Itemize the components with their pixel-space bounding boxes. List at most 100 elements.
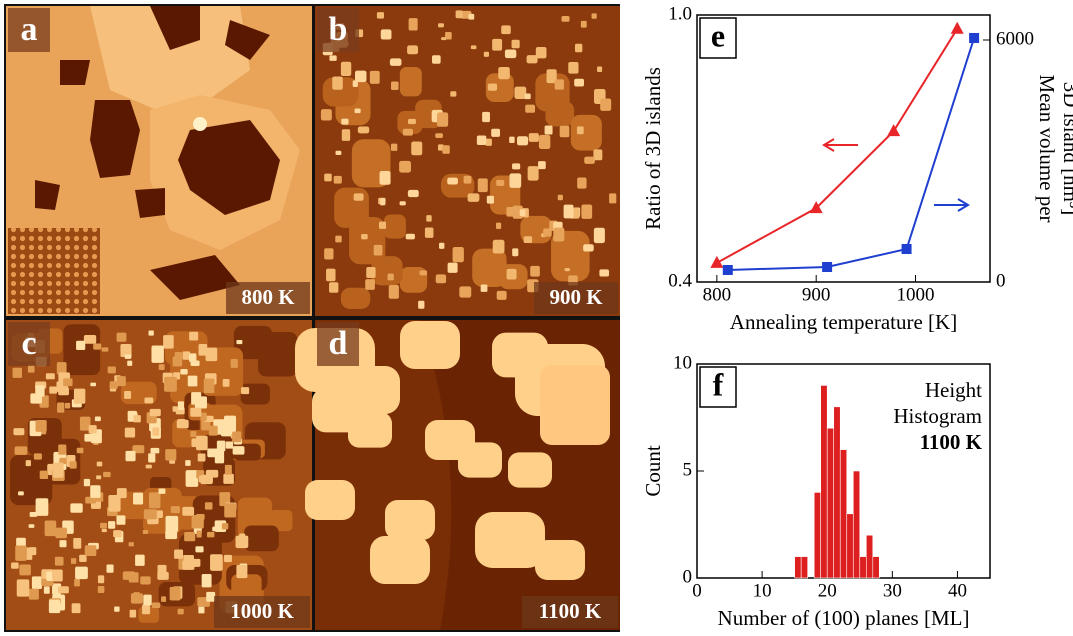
island	[348, 412, 392, 447]
island	[84, 335, 96, 344]
island	[124, 391, 131, 399]
annotation: Height	[925, 378, 982, 402]
island	[53, 463, 64, 478]
island	[406, 234, 415, 240]
island	[57, 603, 63, 609]
island	[326, 269, 335, 282]
island	[438, 23, 444, 27]
island	[19, 565, 30, 576]
x-tick-label: 800	[703, 284, 732, 305]
island	[571, 115, 602, 151]
island	[535, 540, 585, 580]
island	[224, 555, 232, 562]
y-tick-label: 1.0	[668, 3, 692, 24]
island	[409, 18, 418, 30]
island	[200, 475, 212, 484]
island	[540, 365, 610, 445]
island	[497, 291, 507, 300]
island	[135, 555, 145, 566]
island	[324, 248, 333, 259]
temperature-caption: 1000 K	[230, 599, 294, 623]
island	[159, 364, 165, 370]
island	[525, 105, 535, 113]
island	[212, 527, 219, 532]
temperature-caption: 900 K	[549, 285, 603, 309]
island	[426, 215, 431, 221]
island	[85, 545, 97, 556]
bar	[795, 557, 802, 578]
island	[459, 286, 471, 297]
island	[195, 546, 203, 552]
arrow	[934, 199, 968, 211]
island	[342, 129, 350, 141]
y-tick-label: 0	[683, 566, 693, 587]
island	[458, 442, 502, 477]
island	[191, 360, 200, 365]
island	[581, 21, 587, 28]
island	[505, 49, 516, 58]
island	[65, 403, 70, 409]
island	[117, 333, 127, 342]
island	[231, 359, 238, 368]
island	[152, 603, 160, 609]
island	[174, 550, 183, 559]
island	[597, 67, 602, 72]
island	[583, 244, 594, 251]
island	[150, 409, 161, 416]
figure: a800 Kb900 Kc1000 Kd1100 K80090010000.41…	[0, 0, 1073, 636]
island	[79, 555, 86, 562]
island	[125, 451, 135, 461]
island	[450, 91, 456, 96]
island	[108, 495, 120, 512]
island	[130, 610, 137, 618]
y-tick-label: 0.4	[668, 270, 692, 291]
island	[512, 248, 518, 256]
y2-axis-title: Mean volume per	[1035, 74, 1059, 222]
island	[324, 174, 332, 182]
panel-label: b	[329, 11, 348, 48]
bar	[821, 385, 828, 578]
island	[477, 135, 486, 144]
island	[507, 269, 517, 280]
island	[528, 166, 539, 180]
island	[113, 530, 121, 537]
island	[125, 428, 135, 438]
island	[17, 579, 30, 596]
island	[374, 245, 383, 256]
island	[514, 87, 526, 99]
island	[150, 448, 159, 454]
island	[545, 125, 553, 134]
island	[377, 12, 384, 19]
island	[192, 515, 204, 529]
island	[29, 589, 39, 600]
island	[72, 603, 81, 613]
island	[49, 386, 57, 393]
island	[527, 55, 538, 63]
island	[388, 274, 394, 281]
island	[202, 574, 212, 587]
island	[380, 198, 385, 205]
island	[609, 193, 616, 203]
island	[517, 136, 528, 145]
island	[206, 592, 215, 602]
island	[543, 229, 551, 237]
island	[529, 133, 539, 142]
island	[77, 448, 84, 453]
island	[538, 161, 546, 169]
bar	[873, 557, 880, 578]
island	[241, 387, 249, 394]
island	[103, 472, 111, 477]
bar	[866, 535, 873, 578]
panel-label: f	[713, 366, 724, 402]
island	[129, 542, 134, 546]
island	[584, 157, 595, 164]
bar	[847, 514, 854, 578]
panel-label: e	[711, 17, 725, 53]
island	[471, 45, 477, 49]
x-tick-label: 0	[692, 580, 702, 601]
island	[448, 263, 458, 273]
island	[366, 267, 375, 278]
island	[95, 416, 101, 421]
arrow	[824, 139, 858, 151]
island	[131, 593, 143, 603]
